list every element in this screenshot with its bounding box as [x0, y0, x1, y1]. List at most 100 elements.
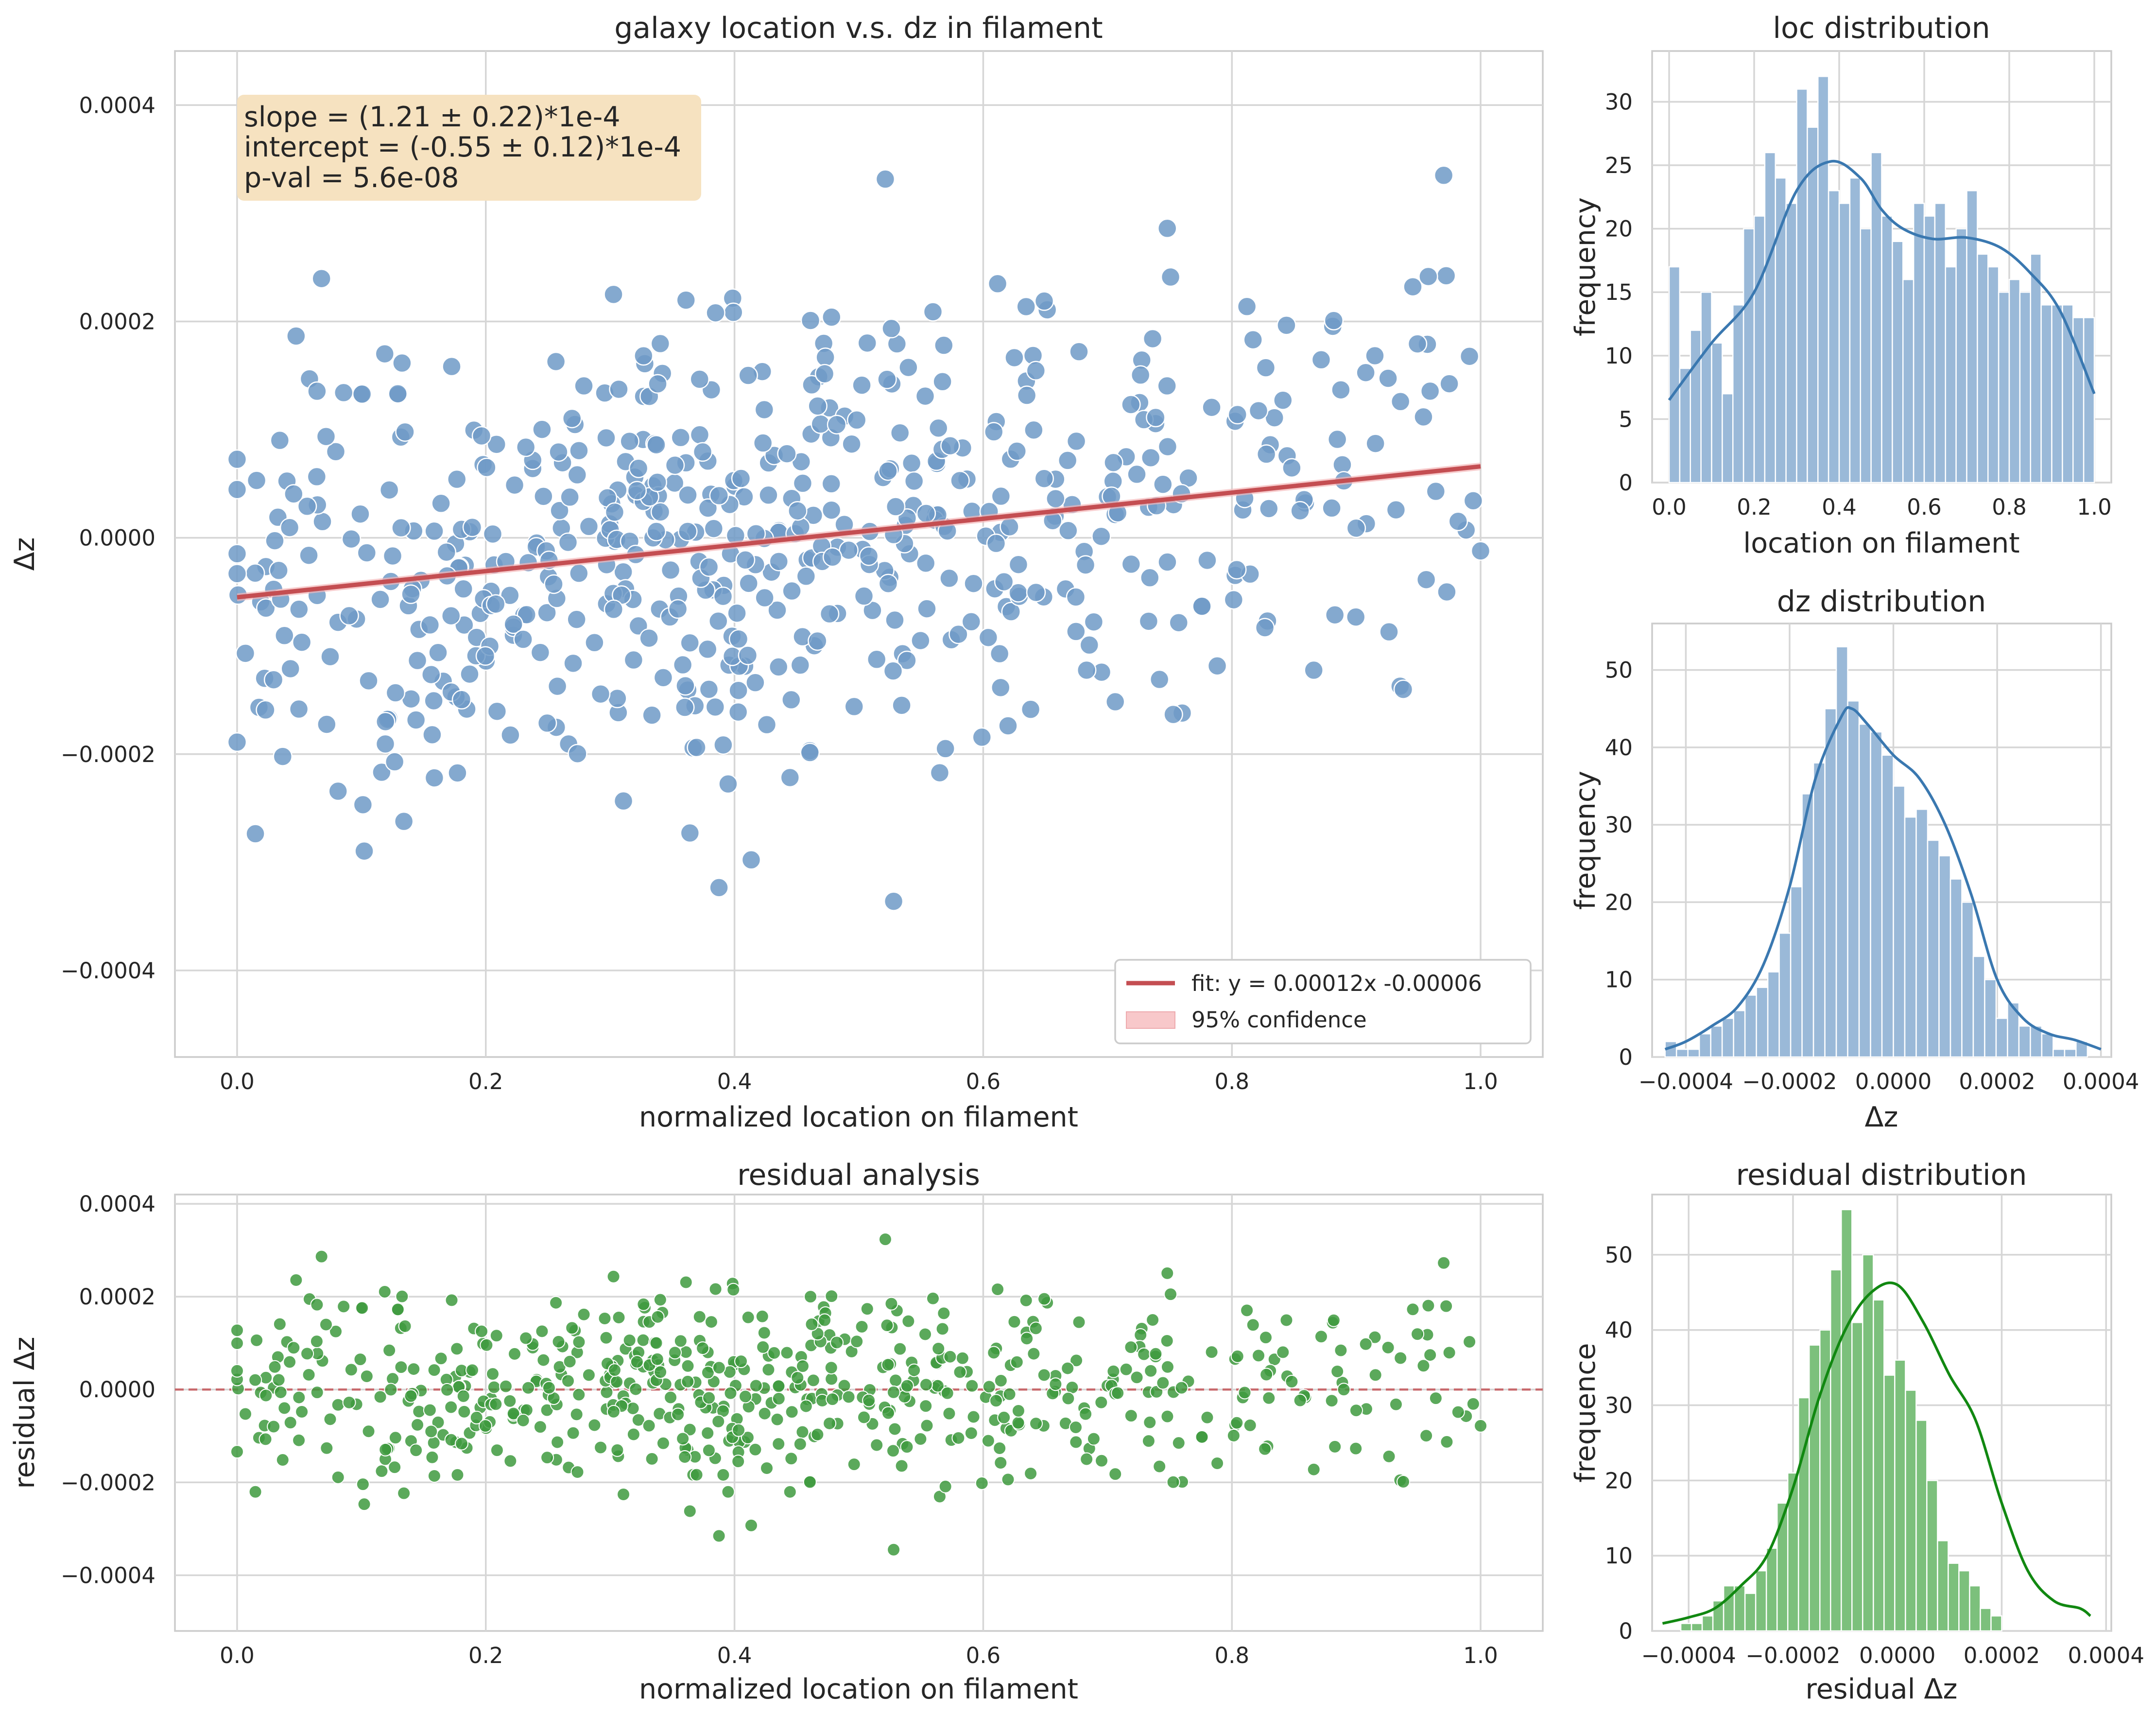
residual-point: [721, 1485, 735, 1499]
data-point: [932, 372, 952, 392]
data-point: [354, 841, 374, 861]
residual-point: [690, 1468, 704, 1482]
residual-point: [353, 1352, 367, 1367]
hist-bar: [1817, 75, 1829, 484]
data-point: [333, 382, 354, 403]
data-point: [1034, 291, 1054, 311]
data-point: [739, 573, 759, 593]
data-point: [821, 500, 842, 520]
dz-hist-xlabel: Δz: [1865, 1101, 1898, 1133]
data-point: [569, 440, 589, 461]
residual-point: [739, 1389, 753, 1404]
hist-bar: [1948, 1562, 1960, 1632]
hist-bar: [1753, 215, 1766, 484]
residual-point: [1394, 1351, 1408, 1365]
residual-histogram-panel: −0.0004 −0.0002 0.0000 0.0002 0.0004 0 10 20 30 4…: [1570, 1158, 2144, 1705]
residual-point: [1106, 1364, 1121, 1378]
hist-bar: [1675, 1048, 1689, 1058]
data-point: [273, 746, 293, 766]
residual-point: [542, 1381, 556, 1395]
data-point: [382, 546, 403, 566]
stats-pval: p-val = 5.6e-08: [244, 162, 459, 194]
data-point: [699, 679, 719, 699]
data-point: [384, 752, 405, 772]
residual-point: [425, 1450, 439, 1464]
residual-point: [888, 1422, 902, 1436]
residual-point: [1087, 1432, 1101, 1446]
data-point: [935, 739, 955, 759]
data-point: [1437, 582, 1457, 602]
data-point: [1327, 429, 1347, 450]
data-point: [420, 615, 440, 635]
data-point: [1365, 433, 1385, 453]
data-point: [1237, 296, 1257, 317]
residual-point: [683, 1422, 697, 1437]
hist-bar: [1905, 1389, 1917, 1632]
residual-point: [1330, 1365, 1345, 1379]
residual-point: [964, 1426, 978, 1440]
data-point: [634, 346, 654, 366]
loc-hist-ylabel: frequency: [1570, 197, 1602, 336]
hist-bar: [2062, 304, 2074, 484]
data-point: [1304, 660, 1324, 680]
residual-point: [732, 1423, 746, 1437]
residual-point: [991, 1282, 1005, 1296]
hist-bar: [1893, 785, 1906, 1058]
data-point: [706, 303, 725, 323]
residual-point: [1258, 1442, 1272, 1456]
residual-point: [755, 1309, 769, 1323]
residual-point: [1442, 1346, 1456, 1360]
residual-point: [770, 1412, 784, 1426]
residual-point: [310, 1386, 324, 1400]
data-point: [671, 428, 691, 448]
data-point: [704, 519, 724, 538]
data-point: [560, 487, 580, 507]
data-point: [727, 603, 747, 623]
data-point: [1146, 407, 1166, 428]
y-tick-label: −0.0002: [61, 1470, 155, 1495]
residual-point: [1010, 1355, 1024, 1369]
x-tick-label: 0.4: [717, 1069, 752, 1094]
residual-point: [931, 1341, 946, 1355]
data-point: [627, 481, 647, 501]
residual-point: [1160, 1266, 1174, 1280]
residual-point: [506, 1406, 520, 1421]
residual-point: [1137, 1347, 1151, 1361]
residual-point: [362, 1424, 376, 1439]
hist-bar: [1819, 1329, 1831, 1632]
hist-bar: [1937, 1540, 1949, 1632]
data-point: [917, 599, 937, 619]
residual-point: [795, 1425, 810, 1439]
residual-point: [1262, 1391, 1276, 1405]
residual-point: [388, 1460, 402, 1474]
residual-point: [577, 1307, 591, 1321]
data-point: [949, 624, 968, 644]
residual-point: [388, 1431, 402, 1445]
data-point: [339, 606, 359, 626]
hist-bar: [1870, 731, 1883, 1058]
data-point: [650, 333, 671, 354]
data-point: [513, 629, 533, 649]
res-kde-curve: [1662, 1282, 2091, 1625]
residual-point: [785, 1405, 799, 1419]
residual-point: [572, 1387, 586, 1402]
hist-bar: [1995, 1018, 2008, 1058]
data-point: [1365, 346, 1385, 366]
data-point: [728, 702, 748, 722]
data-point: [1470, 541, 1491, 561]
data-point: [821, 474, 841, 494]
data-point: [731, 468, 751, 488]
residual-point: [1252, 1349, 1266, 1363]
data-point: [1322, 498, 1342, 518]
data-point: [878, 573, 898, 594]
residual-point: [824, 1361, 838, 1375]
hist-bar: [1881, 215, 1893, 484]
data-point: [983, 422, 1004, 442]
hist-bar: [1860, 228, 1872, 484]
residual-point: [981, 1434, 995, 1448]
hist-bar: [1700, 291, 1712, 484]
residual-point: [734, 1354, 748, 1369]
data-point: [504, 475, 525, 495]
y-tick-label: 40: [1605, 735, 1633, 761]
hist-bar: [1958, 1570, 1970, 1632]
